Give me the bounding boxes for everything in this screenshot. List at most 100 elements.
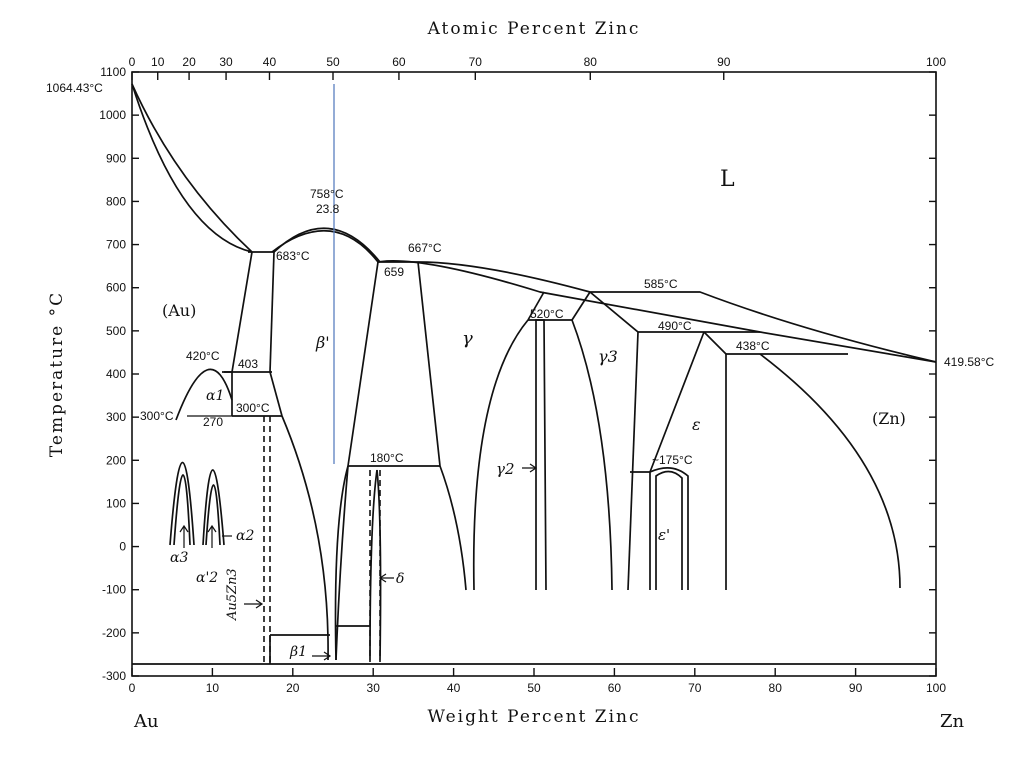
- top-tick-label: 40: [263, 55, 277, 69]
- y-tick-label: 500: [106, 324, 126, 338]
- x-tick-label: 80: [769, 681, 783, 695]
- au-liquidus: [131, 83, 253, 253]
- x-axis-title: Weight Percent Zinc: [428, 707, 641, 727]
- top-tick-label: 0: [129, 55, 136, 69]
- top-tick-label: 60: [392, 55, 406, 69]
- phase-gamma2: γ2: [496, 460, 515, 478]
- phase-alpha2: α2: [236, 528, 254, 544]
- gamma2-dome: [535, 319, 547, 591]
- x-axis-ticks: 0 10 20 30 40 50 60 70 80 90 100: [129, 668, 946, 695]
- phase-zn: (Zn): [872, 409, 906, 428]
- y-tick-label: 0: [119, 540, 126, 554]
- au-solidus: [131, 83, 253, 253]
- y-tick-label: -300: [102, 669, 126, 683]
- liquidus-main: [377, 260, 937, 363]
- label-270: 270: [203, 415, 223, 429]
- au-solvus: [222, 251, 253, 373]
- label-490: 490°C: [658, 319, 692, 333]
- label-300-right: 300°C: [236, 401, 270, 415]
- phase-beta-prime: β': [315, 333, 330, 352]
- label-180: 180°C: [370, 451, 404, 465]
- alpha1-dome: [175, 368, 233, 421]
- y-axis-title: Temperature °C: [47, 291, 67, 457]
- x-tick-label: 90: [849, 681, 863, 695]
- beta1-arrow: [312, 651, 332, 661]
- y-tick-label: -200: [102, 626, 126, 640]
- top-tick-label: 70: [469, 55, 483, 69]
- phase-alpha1: α1: [206, 388, 224, 404]
- top-tick-label: 10: [151, 55, 165, 69]
- top-tick-label: 20: [182, 55, 196, 69]
- top-tick-label: 90: [717, 55, 731, 69]
- x-tick-label: 30: [367, 681, 381, 695]
- label-683: 683°C: [276, 249, 310, 263]
- phase-alpha2-prime: α'2: [196, 570, 218, 586]
- alpha3-arrow: [179, 524, 189, 548]
- phase-boundaries: [131, 83, 937, 665]
- top-tick-label: 30: [219, 55, 233, 69]
- zn-solvus: [759, 353, 901, 589]
- x-tick-label: 20: [286, 681, 300, 695]
- top-axis-title: Atomic Percent Zinc: [427, 19, 641, 39]
- label-300-left: 300°C: [140, 409, 174, 423]
- y-axis-ticks: 110010009008007006005004003002001000-100…: [99, 65, 936, 683]
- label-438: 438°C: [736, 339, 770, 353]
- label-659: 659: [384, 265, 404, 279]
- beta-left-boundary: [269, 251, 275, 373]
- alpha2-prime-arrow: [207, 524, 217, 548]
- x-tick-label: 40: [447, 681, 461, 695]
- phase-alpha3: α3: [170, 550, 188, 566]
- gamma-left: [347, 261, 379, 467]
- top-tick-label: 80: [584, 55, 598, 69]
- label-max-comp: 23.8: [316, 202, 340, 216]
- phase-delta: δ: [396, 571, 404, 587]
- label-667: 667°C: [408, 241, 442, 255]
- top-tick-label: 100: [926, 55, 946, 69]
- x-tick-label: 100: [926, 681, 946, 695]
- label-520: 520°C: [530, 307, 564, 321]
- epsilon-prime-dome-b: [655, 470, 683, 590]
- gamma2-arrow: [522, 463, 538, 473]
- y-tick-label: 200: [106, 453, 126, 467]
- phase-liquid: L: [720, 167, 735, 192]
- top-axis-ticks: 0 10 20 30 40 50 60 70 80 90 100: [129, 55, 946, 80]
- beta-solidus: [271, 230, 379, 263]
- element-label-zn: Zn: [940, 711, 965, 732]
- x-tick-label: 50: [527, 681, 541, 695]
- label-au-melt: 1064.43°C: [46, 81, 103, 95]
- y-tick-label: 900: [106, 151, 126, 165]
- y-tick-label: 800: [106, 194, 126, 208]
- x-tick-label: 10: [206, 681, 220, 695]
- plot-frame: [131, 71, 937, 677]
- label-175: ~175°C: [652, 453, 693, 467]
- label-420: 420°C: [186, 349, 220, 363]
- x-tick-label: 70: [688, 681, 702, 695]
- y-tick-label: 1000: [99, 108, 126, 122]
- y-tick-label: 400: [106, 367, 126, 381]
- y-tick-label: 1100: [100, 65, 126, 79]
- x-tick-label: 60: [608, 681, 622, 695]
- alpha2-dome-b: [205, 484, 221, 546]
- y-tick-label: 100: [106, 496, 126, 510]
- gamma-right: [417, 261, 441, 467]
- phase-epsilon: ε: [692, 415, 701, 434]
- y-tick-label: 700: [106, 238, 126, 252]
- gamma-right-dome: [472, 319, 529, 591]
- y-tick-label: -100: [102, 583, 126, 597]
- solidus-main: [417, 261, 937, 363]
- alpha3-dome-b: [173, 474, 191, 546]
- label-zn-melt: 419.58°C: [944, 355, 995, 369]
- epsilon-prime-dome-a: [649, 467, 689, 590]
- beta-lower-left: [281, 415, 329, 661]
- au5zn3-arrow: [244, 599, 264, 609]
- phase-gamma3: γ3: [598, 347, 618, 366]
- element-label-au: Au: [133, 711, 159, 732]
- phase-beta1: β1: [289, 644, 307, 660]
- label-max: 758°C: [310, 187, 344, 201]
- alpha2-dome-a: [202, 469, 225, 546]
- phase-au5zn3: Au5Zn3: [225, 568, 240, 621]
- phase-au: (Au): [162, 301, 196, 320]
- delta-arrow: [378, 573, 394, 583]
- y-tick-label: 300: [106, 410, 126, 424]
